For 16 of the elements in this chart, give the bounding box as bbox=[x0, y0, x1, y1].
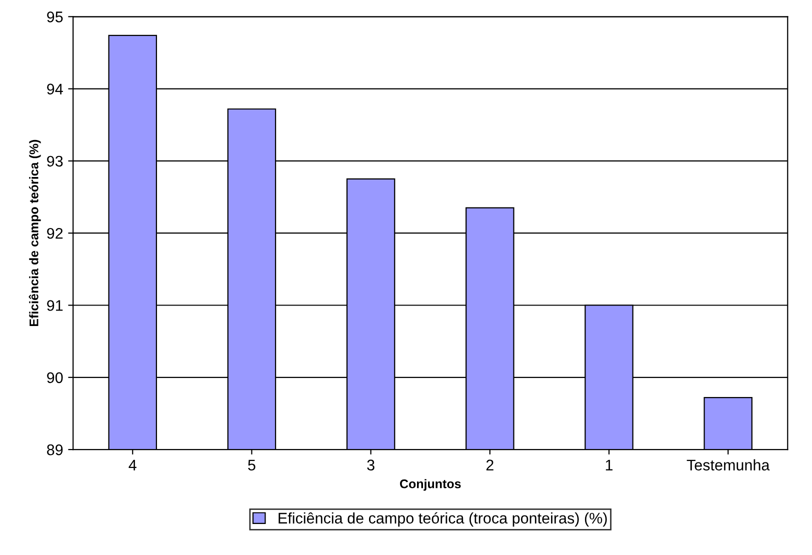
x-tick-label: 2 bbox=[486, 460, 494, 470]
y-tick-label: 92 bbox=[47, 228, 63, 239]
y-tick-label: 95 bbox=[47, 12, 63, 22]
y-axis-title: Eficiência de campo teórica (%) bbox=[28, 140, 41, 326]
legend-label: Eficiência de campo teórica (troca ponteiras) (%) bbox=[278, 512, 607, 527]
y-tick-label: 94 bbox=[47, 84, 63, 94]
x-tick-label: 3 bbox=[367, 460, 374, 470]
y-tick-label: 93 bbox=[47, 156, 63, 167]
x-axis-title: Conjuntos bbox=[400, 479, 461, 491]
x-tick-label: 1 bbox=[606, 460, 613, 470]
y-tick-label: 90 bbox=[47, 372, 63, 384]
y-tick-label: 89 bbox=[47, 444, 63, 456]
y-tick-label: 91 bbox=[47, 300, 63, 311]
x-tick-label: 4 bbox=[128, 460, 136, 470]
x-tick-label: Testemunha bbox=[686, 459, 770, 470]
x-tick-label: 5 bbox=[248, 460, 256, 470]
